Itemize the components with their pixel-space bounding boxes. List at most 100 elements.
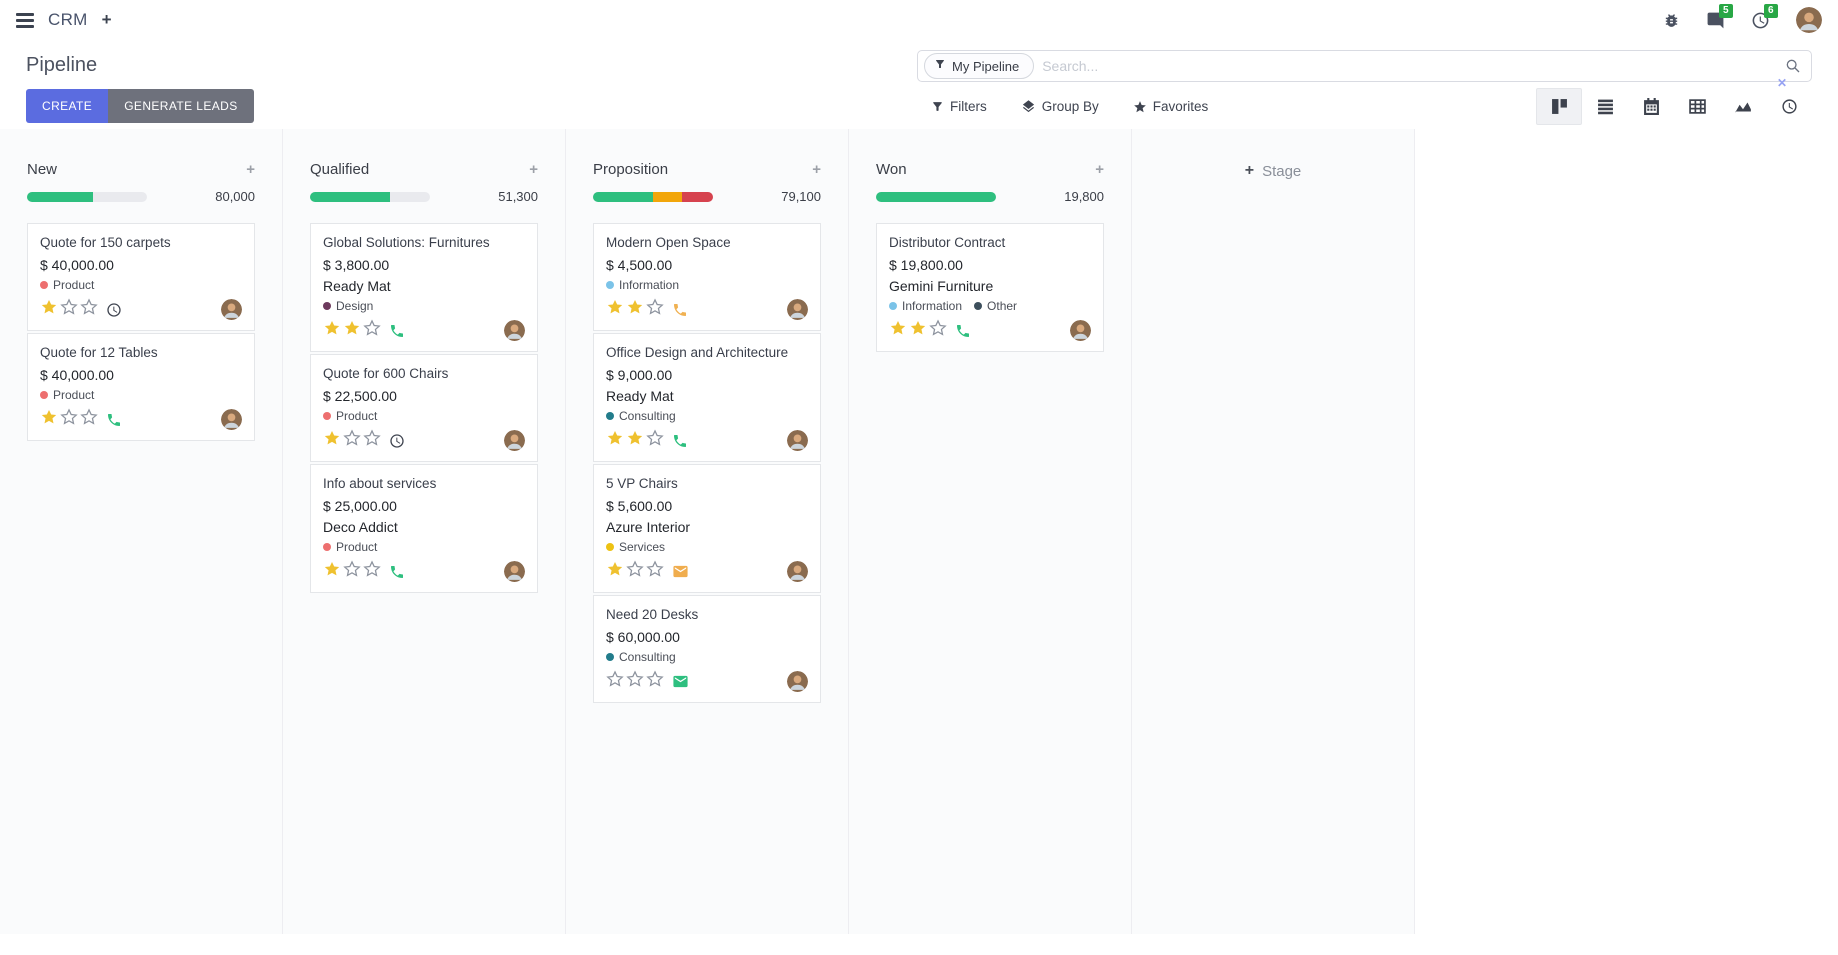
progressbar-segment[interactable] (593, 191, 653, 202)
star-empty-icon[interactable] (646, 298, 664, 321)
add-stage-button[interactable]: + Stage (1245, 162, 1302, 180)
progressbar-segment[interactable] (310, 191, 391, 202)
kanban-card[interactable]: Distributor Contract $ 19,800.00 Gemini … (876, 223, 1104, 352)
kanban-card[interactable]: Need 20 Desks $ 60,000.00 Consulting (593, 595, 821, 703)
activity-phone-icon[interactable] (672, 433, 688, 449)
calendar-view-button[interactable] (1628, 88, 1674, 125)
quick-add-icon[interactable]: + (246, 161, 255, 178)
progressbar-segment[interactable] (27, 191, 93, 202)
activities-clock-icon[interactable]: 6 (1751, 3, 1778, 30)
activity-phone-icon[interactable] (389, 564, 405, 580)
star-empty-icon[interactable] (363, 429, 381, 452)
list-view-button[interactable] (1582, 88, 1628, 125)
star-empty-icon[interactable] (343, 560, 361, 583)
star-empty-icon[interactable] (646, 670, 664, 693)
kanban-view-button[interactable] (1536, 88, 1582, 125)
star-empty-icon[interactable] (60, 408, 78, 431)
facet-remove-icon[interactable]: ✕ (1776, 76, 1787, 90)
group-by-dropdown[interactable]: Group By (1021, 90, 1099, 123)
stage-progressbar[interactable] (310, 191, 430, 202)
create-button[interactable]: CREATE (26, 89, 109, 123)
activity-clock-icon[interactable] (106, 302, 122, 318)
stage-title[interactable]: New (27, 161, 58, 178)
star-empty-icon[interactable] (363, 319, 381, 342)
messages-icon[interactable]: 5 (1706, 3, 1733, 30)
kanban-card[interactable]: Quote for 600 Chairs $ 22,500.00 Product (310, 354, 538, 462)
kanban-card[interactable]: Quote for 150 carpets $ 40,000.00 Produc… (27, 223, 255, 331)
star-filled-icon[interactable] (40, 408, 58, 431)
generate-leads-button[interactable]: GENERATE LEADS (108, 89, 254, 123)
progressbar-segment[interactable] (653, 191, 682, 202)
quick-add-icon[interactable]: + (1095, 161, 1104, 178)
activity-phone-icon[interactable] (106, 412, 122, 428)
star-empty-icon[interactable] (626, 560, 644, 583)
user-avatar[interactable] (1796, 7, 1822, 33)
priority-stars[interactable] (40, 298, 98, 321)
star-filled-icon[interactable] (626, 429, 644, 452)
star-empty-icon[interactable] (80, 298, 98, 321)
priority-stars[interactable] (323, 560, 381, 583)
activity-email-icon[interactable] (672, 673, 689, 690)
stage-title[interactable]: Proposition (593, 161, 669, 178)
search-input[interactable]: My Pipeline Search... ✕ (917, 50, 1812, 90)
star-filled-icon[interactable] (889, 319, 907, 342)
star-empty-icon[interactable] (646, 560, 664, 583)
priority-stars[interactable] (323, 429, 381, 452)
star-empty-icon[interactable] (626, 670, 644, 693)
priority-stars[interactable] (606, 298, 664, 321)
star-filled-icon[interactable] (40, 298, 58, 321)
activity-email-icon[interactable] (672, 563, 689, 580)
star-filled-icon[interactable] (606, 560, 624, 583)
kanban-card[interactable]: Modern Open Space $ 4,500.00 Information (593, 223, 821, 331)
priority-stars[interactable] (606, 429, 664, 452)
priority-stars[interactable] (889, 319, 947, 342)
add-menu-icon[interactable]: + (101, 10, 112, 29)
graph-view-button[interactable] (1720, 88, 1766, 125)
debug-bug-icon[interactable] (1663, 12, 1680, 29)
kanban-card[interactable]: Office Design and Architecture $ 9,000.0… (593, 333, 821, 462)
priority-stars[interactable] (606, 560, 664, 583)
priority-stars[interactable] (606, 670, 664, 693)
progressbar-segment[interactable] (681, 191, 713, 202)
star-filled-icon[interactable] (606, 429, 624, 452)
kanban-card[interactable]: 5 VP Chairs $ 5,600.00 Azure Interior Se… (593, 464, 821, 593)
search-icon[interactable] (1785, 58, 1801, 74)
activity-phone-icon[interactable] (672, 302, 688, 318)
star-filled-icon[interactable] (343, 319, 361, 342)
favorites-dropdown[interactable]: Favorites (1133, 90, 1208, 123)
star-filled-icon[interactable] (909, 319, 927, 342)
filters-dropdown[interactable]: Filters (931, 90, 987, 123)
activity-clock-icon[interactable] (389, 433, 405, 449)
star-filled-icon[interactable] (323, 560, 341, 583)
kanban-card[interactable]: Global Solutions: Furnitures $ 3,800.00 … (310, 223, 538, 352)
stage-title[interactable]: Qualified (310, 161, 370, 178)
activity-phone-icon[interactable] (955, 323, 971, 339)
quick-add-icon[interactable]: + (812, 161, 821, 178)
pivot-view-button[interactable] (1674, 88, 1720, 125)
stage-title[interactable]: Won (876, 161, 907, 178)
star-empty-icon[interactable] (606, 670, 624, 693)
star-empty-icon[interactable] (60, 298, 78, 321)
star-filled-icon[interactable] (606, 298, 624, 321)
star-empty-icon[interactable] (343, 429, 361, 452)
stage-progressbar[interactable] (593, 191, 713, 202)
stage-progressbar[interactable] (27, 191, 147, 202)
app-name[interactable]: CRM (48, 10, 88, 29)
star-empty-icon[interactable] (646, 429, 664, 452)
star-filled-icon[interactable] (323, 429, 341, 452)
activity-view-button[interactable] (1766, 88, 1812, 125)
search-facet-my-pipeline[interactable]: My Pipeline (924, 53, 1035, 79)
apps-menu-icon[interactable] (16, 12, 34, 28)
kanban-card[interactable]: Info about services $ 25,000.00 Deco Add… (310, 464, 538, 593)
star-empty-icon[interactable] (929, 319, 947, 342)
quick-add-icon[interactable]: + (529, 161, 538, 178)
star-empty-icon[interactable] (80, 408, 98, 431)
stage-progressbar[interactable] (876, 191, 996, 202)
priority-stars[interactable] (40, 408, 98, 431)
star-empty-icon[interactable] (363, 560, 381, 583)
kanban-card[interactable]: Quote for 12 Tables $ 40,000.00 Product (27, 333, 255, 441)
activity-phone-icon[interactable] (389, 323, 405, 339)
progressbar-segment[interactable] (876, 191, 996, 202)
priority-stars[interactable] (323, 319, 381, 342)
star-filled-icon[interactable] (323, 319, 341, 342)
